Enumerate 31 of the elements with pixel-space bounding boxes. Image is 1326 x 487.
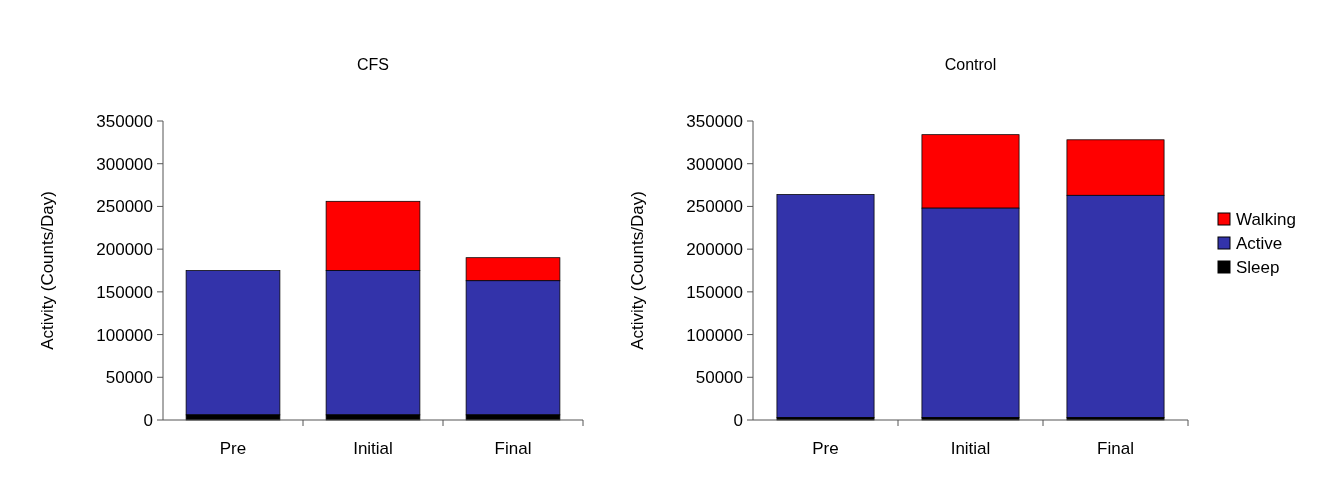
y-tick-label: 350000 (686, 111, 743, 131)
y-tick-label: 300000 (686, 154, 743, 174)
y-tick-label: 350000 (96, 111, 153, 131)
y-tick-label: 250000 (686, 197, 743, 217)
y-tick-label: 200000 (96, 240, 153, 260)
y-tick-label: 200000 (686, 240, 743, 260)
chart-title: Control (944, 56, 997, 73)
y-axis-title: Activity (Counts/Day) (628, 191, 647, 350)
x-tick-label: Pre (219, 439, 247, 458)
y-tick-label: 250000 (96, 197, 153, 217)
legend-label: Active (1236, 233, 1283, 253)
y-tick-label: 100000 (96, 325, 153, 345)
y-axis-title: Activity (Counts/Day) (38, 191, 57, 350)
bar (185, 270, 281, 416)
y-tick-label: 150000 (96, 282, 153, 302)
legend-label: Sleep (1236, 257, 1280, 277)
x-tick-label: Initial (353, 439, 393, 458)
chart-title: CFS (357, 56, 389, 73)
y-tick-label: 50000 (695, 368, 743, 388)
legend-label: Walking (1236, 209, 1296, 229)
y-tick-label: 0 (733, 410, 743, 430)
y-tick-label: 150000 (686, 282, 743, 302)
x-tick-label: Final (1097, 439, 1134, 458)
x-tick-label: Final (494, 439, 532, 458)
y-tick-label: 300000 (96, 154, 153, 174)
y-tick-label: 50000 (105, 368, 153, 388)
x-tick-label: Initial (950, 439, 991, 458)
y-tick-label: 0 (143, 410, 153, 430)
bar (776, 194, 875, 418)
y-tick-label: 100000 (686, 325, 743, 345)
x-tick-label: Pre (812, 439, 839, 458)
